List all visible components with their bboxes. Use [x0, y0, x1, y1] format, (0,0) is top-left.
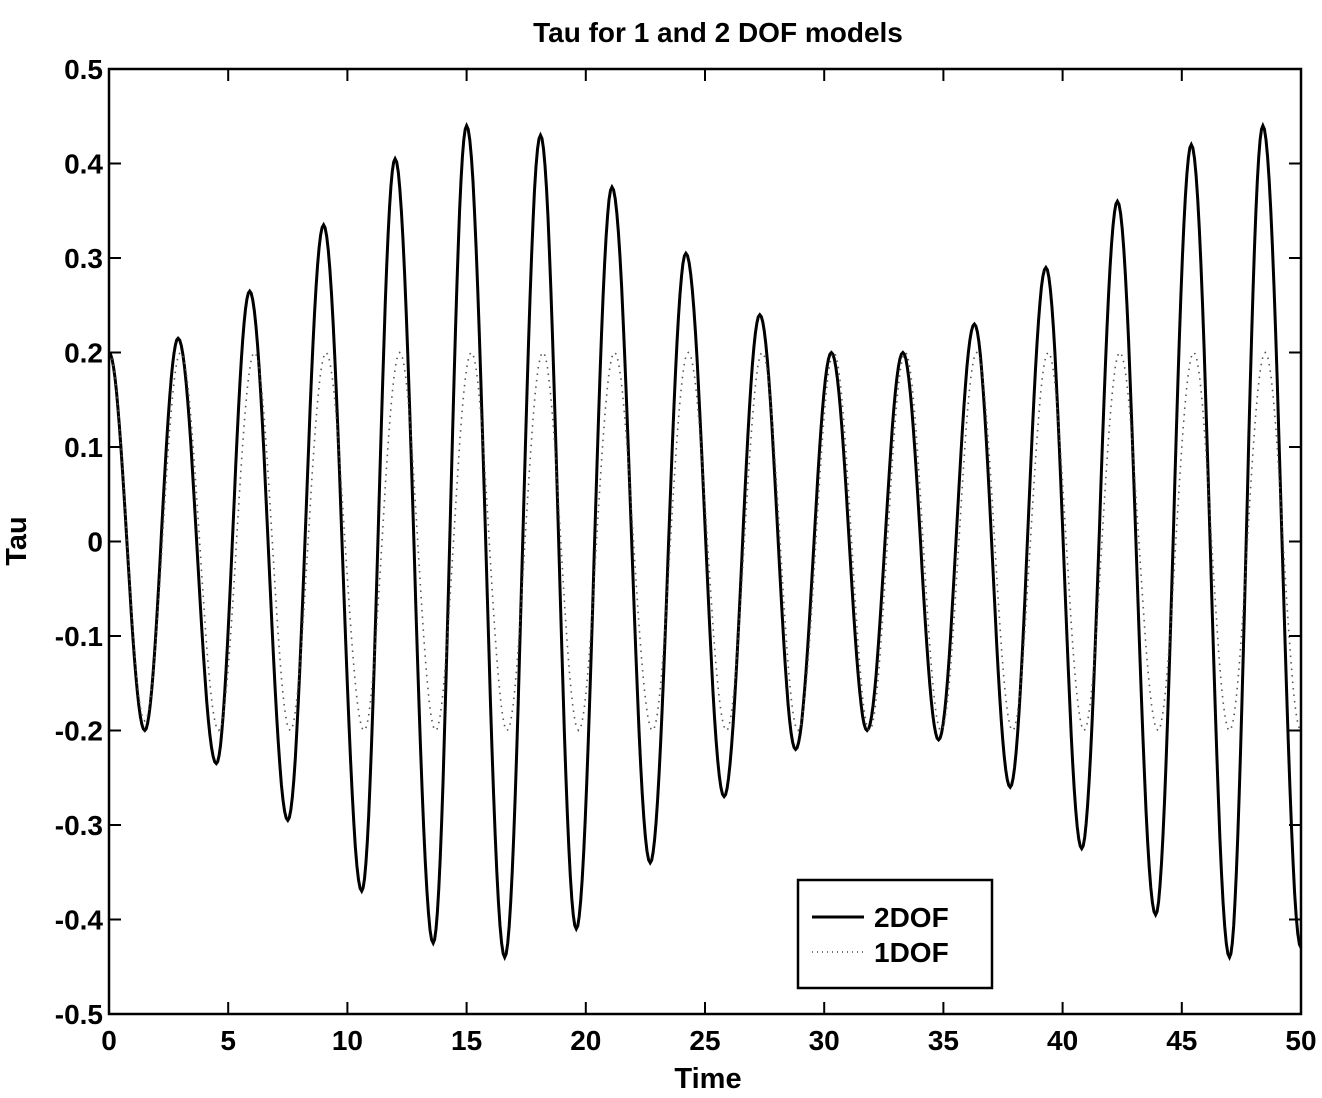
y-tick-label: 0.1	[64, 432, 103, 463]
ticks-layer	[108, 68, 1302, 1015]
y-tick-label: -0.3	[55, 810, 103, 841]
series-line-2dof	[107, 121, 1303, 962]
x-tick-label: 20	[570, 1025, 601, 1056]
y-tick-label: 0.4	[64, 149, 103, 180]
x-tick-label: 25	[689, 1025, 720, 1056]
legend: 2DOF 1DOF	[796, 878, 994, 990]
legend-box	[796, 878, 994, 990]
x-tick-label: 40	[1047, 1025, 1078, 1056]
y-tick-label: 0.5	[64, 54, 103, 85]
series-layer	[107, 121, 1303, 962]
y-tick-label: -0.2	[55, 716, 103, 747]
x-axis-label: Time	[674, 1063, 741, 1095]
x-tick-label: 35	[928, 1025, 959, 1056]
y-tick-label: -0.4	[55, 905, 104, 936]
x-tick-label: 0	[101, 1025, 117, 1056]
tick-labels-layer: 0 5 10 15 20 25 30 35 40 45 50 -0.5 -0.4 -0.3 -0.2 -0.1…	[55, 54, 1317, 1056]
x-tick-label: 5	[220, 1025, 236, 1056]
chart-title: Tau for 1 and 2 DOF models	[533, 17, 903, 48]
y-tick-label: -0.1	[55, 621, 103, 652]
x-tick-label: 50	[1285, 1025, 1316, 1056]
y-tick-label: 0	[87, 527, 103, 558]
y-axis-label: Tau	[1, 516, 33, 565]
legend-label-1dof: 1DOF	[874, 937, 949, 968]
x-tick-label: 45	[1166, 1025, 1197, 1056]
y-tick-label: -0.5	[55, 999, 103, 1030]
y-tick-label: 0.2	[64, 338, 103, 369]
x-tick-label: 15	[451, 1025, 482, 1056]
x-tick-label: 30	[809, 1025, 840, 1056]
x-tick-label: 10	[332, 1025, 363, 1056]
y-tick-label: 0.3	[64, 243, 103, 274]
legend-label-2dof: 2DOF	[874, 902, 949, 933]
